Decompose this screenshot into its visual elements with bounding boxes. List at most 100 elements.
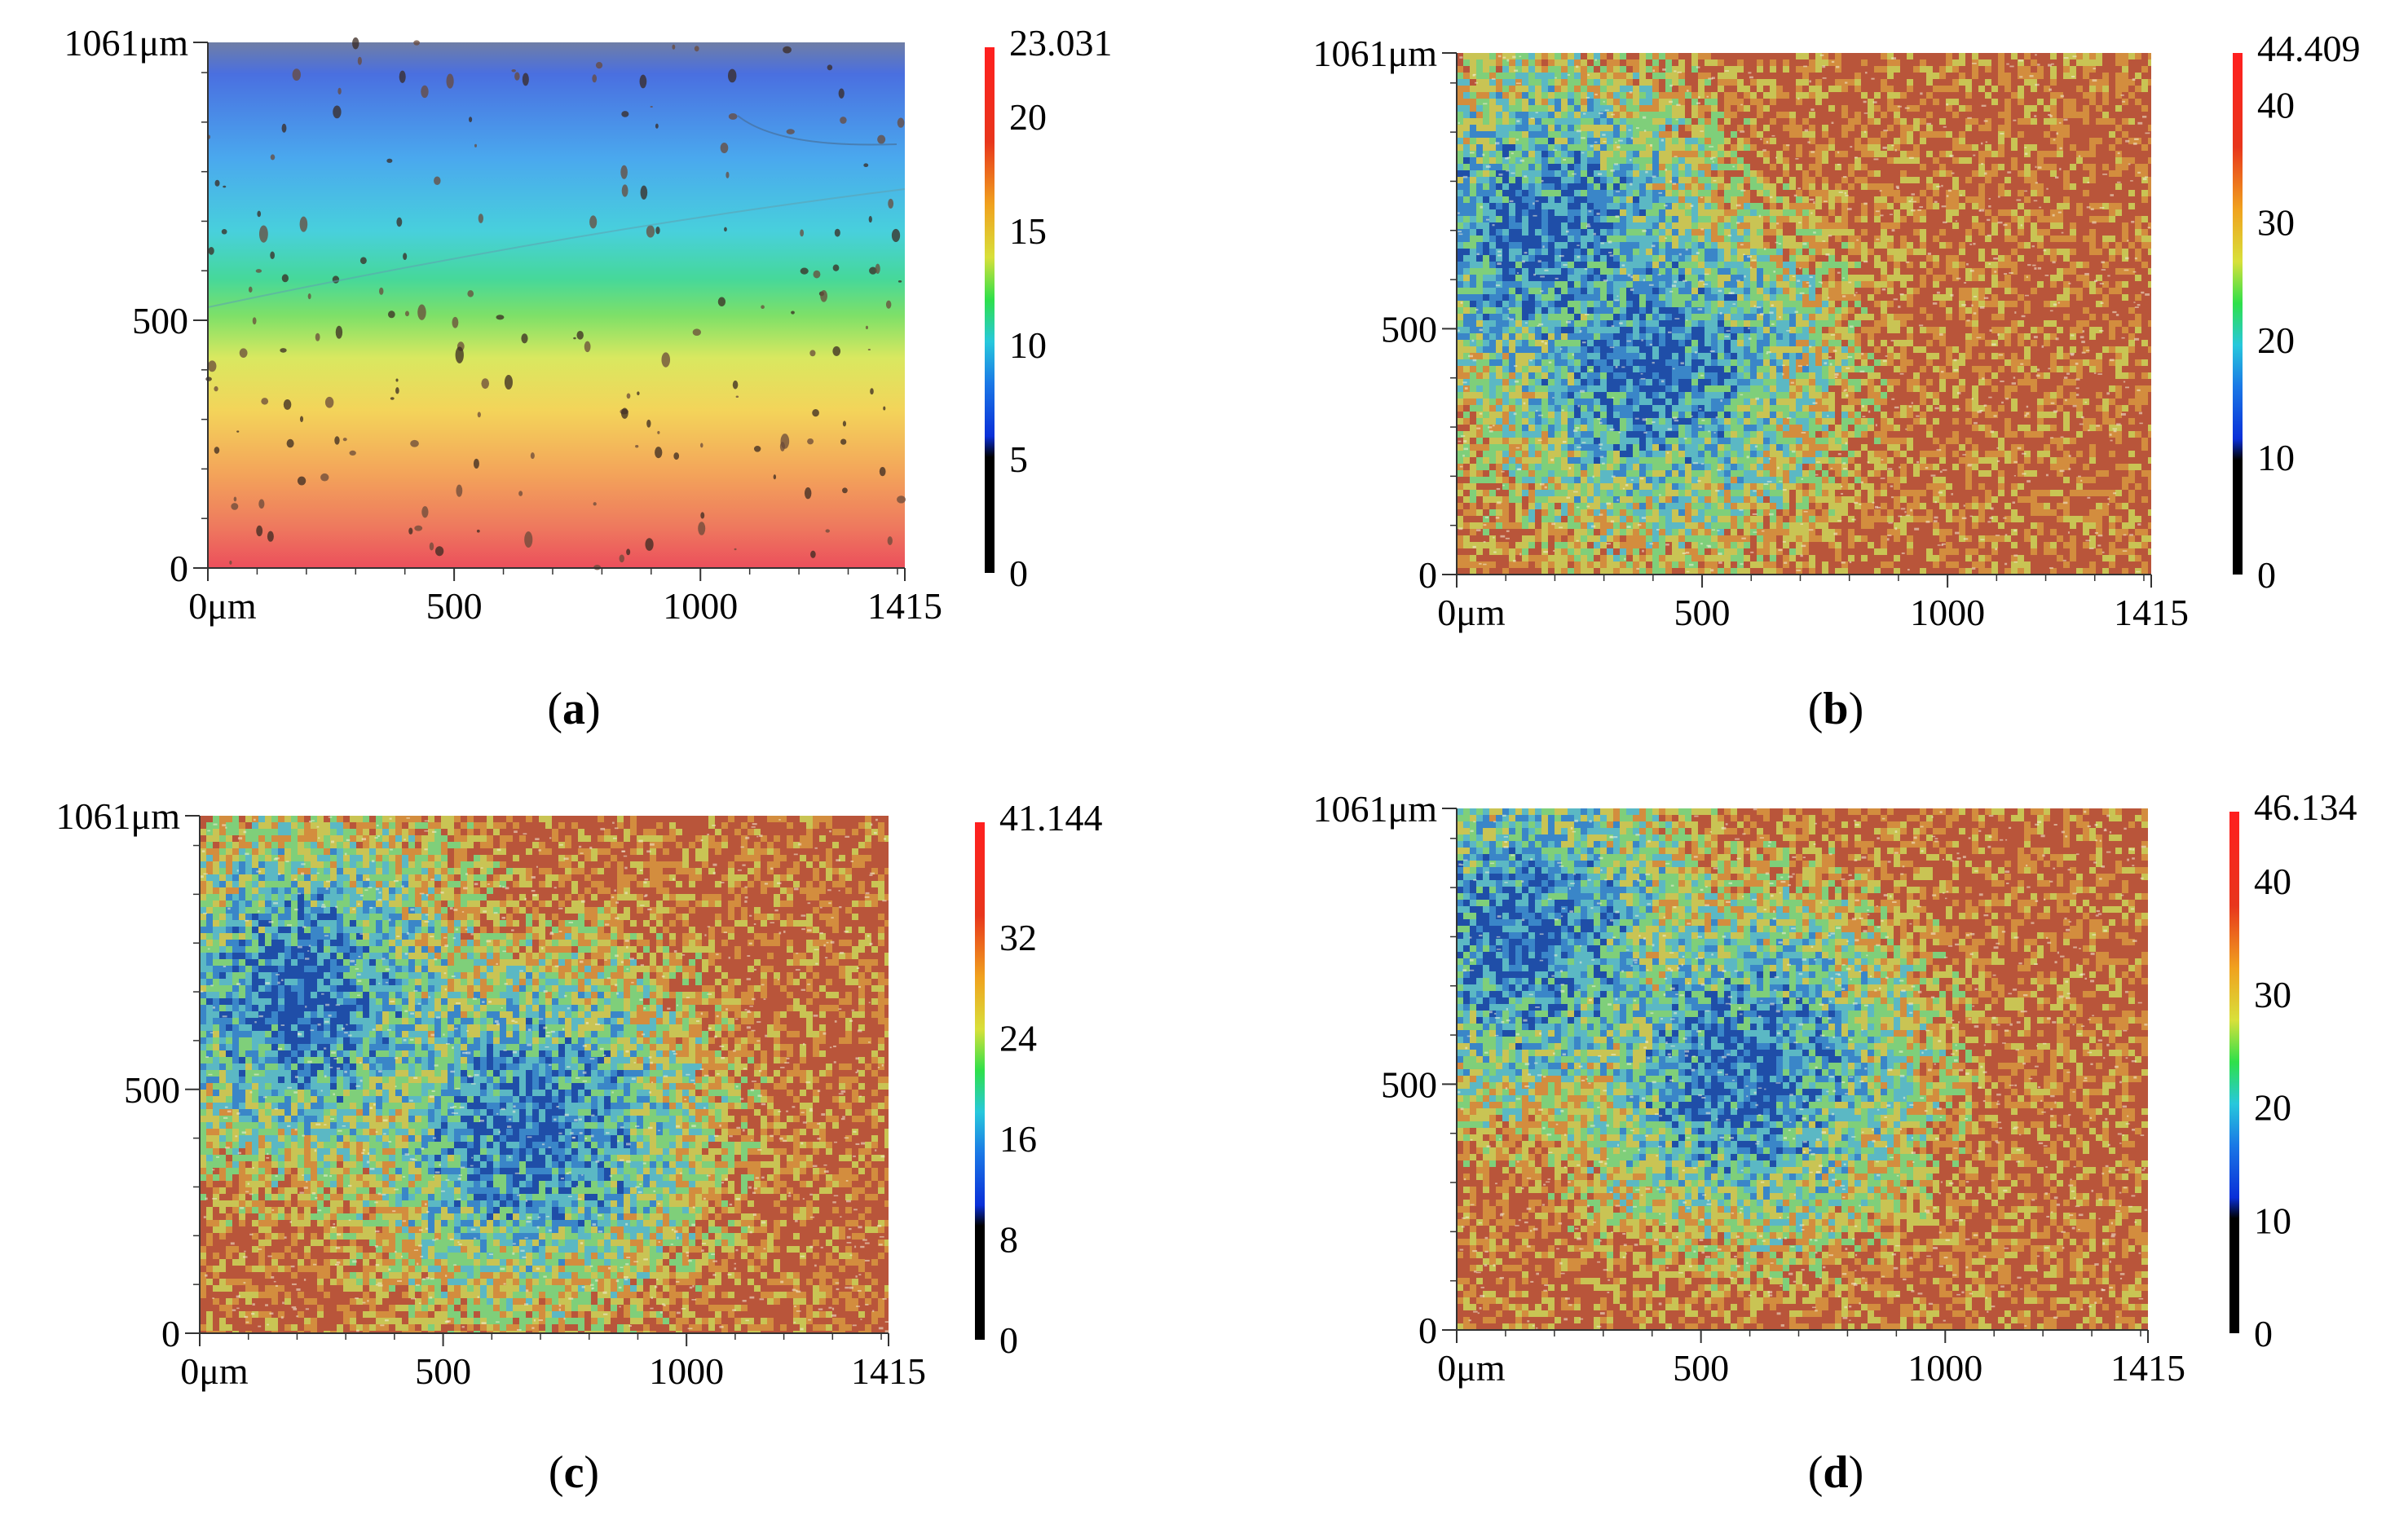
surface-defect: [267, 531, 274, 542]
surface-defect: [810, 550, 816, 558]
surface-defect: [812, 409, 819, 417]
surface-defect: [626, 548, 631, 556]
surface-defect: [410, 439, 419, 447]
caption-b: (b): [1754, 683, 1917, 735]
surface-defect: [446, 73, 454, 89]
heatmap-a-surface: [208, 42, 905, 568]
surface-defect: [231, 503, 239, 510]
surface-defect: [395, 387, 399, 394]
heatmap-d-highlights: [1457, 808, 2148, 1330]
surface-defect: [208, 246, 214, 255]
surface-defect: [838, 88, 845, 99]
surface-defect: [753, 446, 761, 452]
surface-defect: [655, 447, 663, 459]
surface-defect: [504, 374, 513, 390]
surface-defect: [875, 263, 880, 274]
colorbar-tick-label: 20: [2257, 319, 2295, 361]
colorbar-b: 0 10 20 30 40 44.409: [2233, 28, 2361, 596]
surface-defect: [434, 546, 444, 557]
colorbar-c: 0 8 16 24 32 41.144: [975, 797, 1103, 1361]
surface-defect: [820, 289, 828, 302]
heatmap-c-highlights: [200, 816, 890, 1333]
x-tick-label: 500: [415, 1350, 471, 1392]
surface-defect: [337, 87, 342, 95]
axes-b: 0μm 500 1000 1415 0 500 1061μm: [1313, 33, 2189, 633]
surface-defect: [897, 495, 906, 504]
surface-defect: [522, 73, 529, 86]
surface-defect: [717, 297, 726, 306]
heatmap-b-cells: [1457, 53, 2151, 575]
surface-defect: [773, 474, 777, 480]
surface-defect: [233, 496, 237, 502]
colorbar-tick-label: 16: [999, 1118, 1037, 1160]
surface-defect: [349, 450, 356, 456]
colorbar-d: 0 10 20 30 40 46.134: [2229, 786, 2357, 1354]
surface-defect: [473, 458, 479, 469]
y-tick-label: 0: [1418, 1310, 1437, 1351]
colorbar-tick-label: 32: [999, 917, 1037, 958]
x-tick-label: 1415: [867, 585, 942, 627]
surface-defect: [813, 270, 821, 279]
surface-defect: [281, 123, 287, 133]
colorbar-tick-label: 15: [1009, 210, 1047, 252]
surface-defect: [386, 158, 393, 163]
surface-defect: [786, 129, 795, 134]
x-tick-label: 1415: [2110, 1347, 2185, 1389]
axes-a: 0μm 500 1000 1415 0 500 1061μm: [64, 22, 942, 627]
surface-defect: [258, 225, 268, 243]
surface-defect: [477, 412, 481, 418]
surface-defect: [661, 352, 671, 368]
surface-defect: [621, 111, 629, 117]
surface-defect: [270, 251, 276, 259]
surface-defect: [584, 341, 591, 353]
colorbar-tick-label: 40: [2257, 85, 2295, 126]
x-tick-label: 0μm: [1437, 1347, 1506, 1389]
surface-defect: [478, 214, 483, 223]
surface-defect: [518, 491, 523, 496]
surface-defect: [809, 350, 816, 357]
surface-defect: [334, 436, 340, 445]
surface-defect: [455, 346, 464, 363]
surface-defect: [315, 332, 320, 341]
surface-defect: [221, 229, 227, 235]
colorbar-tick-label: 10: [2254, 1200, 2291, 1241]
surface-defect: [700, 512, 705, 519]
x-tick-label: 0μm: [188, 585, 257, 627]
surface-defect: [476, 529, 480, 533]
surface-defect: [456, 484, 463, 497]
surface-defect: [399, 70, 406, 83]
surface-defect: [257, 210, 262, 218]
surface-defect: [619, 554, 624, 563]
x-tick-label: 1415: [851, 1350, 926, 1392]
surface-defect: [865, 325, 868, 330]
x-tick-label: 1000: [649, 1350, 724, 1392]
surface-defect: [496, 315, 505, 320]
surface-defect: [467, 290, 474, 297]
surface-defect: [299, 416, 304, 422]
surface-defect: [417, 304, 426, 320]
surface-defect: [646, 419, 651, 428]
surface-defect: [672, 44, 676, 50]
surface-defect: [724, 227, 727, 232]
surface-defect: [239, 348, 248, 358]
surface-scratch: [207, 188, 906, 308]
surface-defect: [474, 143, 477, 148]
colorbar-tick-label: 30: [2254, 974, 2291, 1015]
surface-defect: [620, 407, 628, 419]
surface-defect: [469, 117, 473, 122]
panel-c: 0μm 500 1000 1415 0 500 1061μm 0 8 16 24 32 41.144: [0, 764, 1204, 1527]
surface-defect: [576, 330, 584, 340]
surface-defect: [780, 434, 790, 449]
surface-defect: [280, 348, 287, 353]
surface-defect: [800, 229, 805, 237]
surface-defect: [357, 56, 362, 65]
x-tick-label: 1000: [663, 585, 738, 627]
surface-defect: [214, 179, 220, 187]
caption-c: (c): [492, 1447, 655, 1499]
colorbar-b-bar: [2233, 53, 2243, 575]
colorbar-tick-label: 44.409: [2257, 28, 2361, 69]
y-tick-label: 1061μm: [1313, 788, 1438, 830]
colorbar-a-bar: [985, 47, 995, 573]
surface-defect: [807, 438, 814, 445]
